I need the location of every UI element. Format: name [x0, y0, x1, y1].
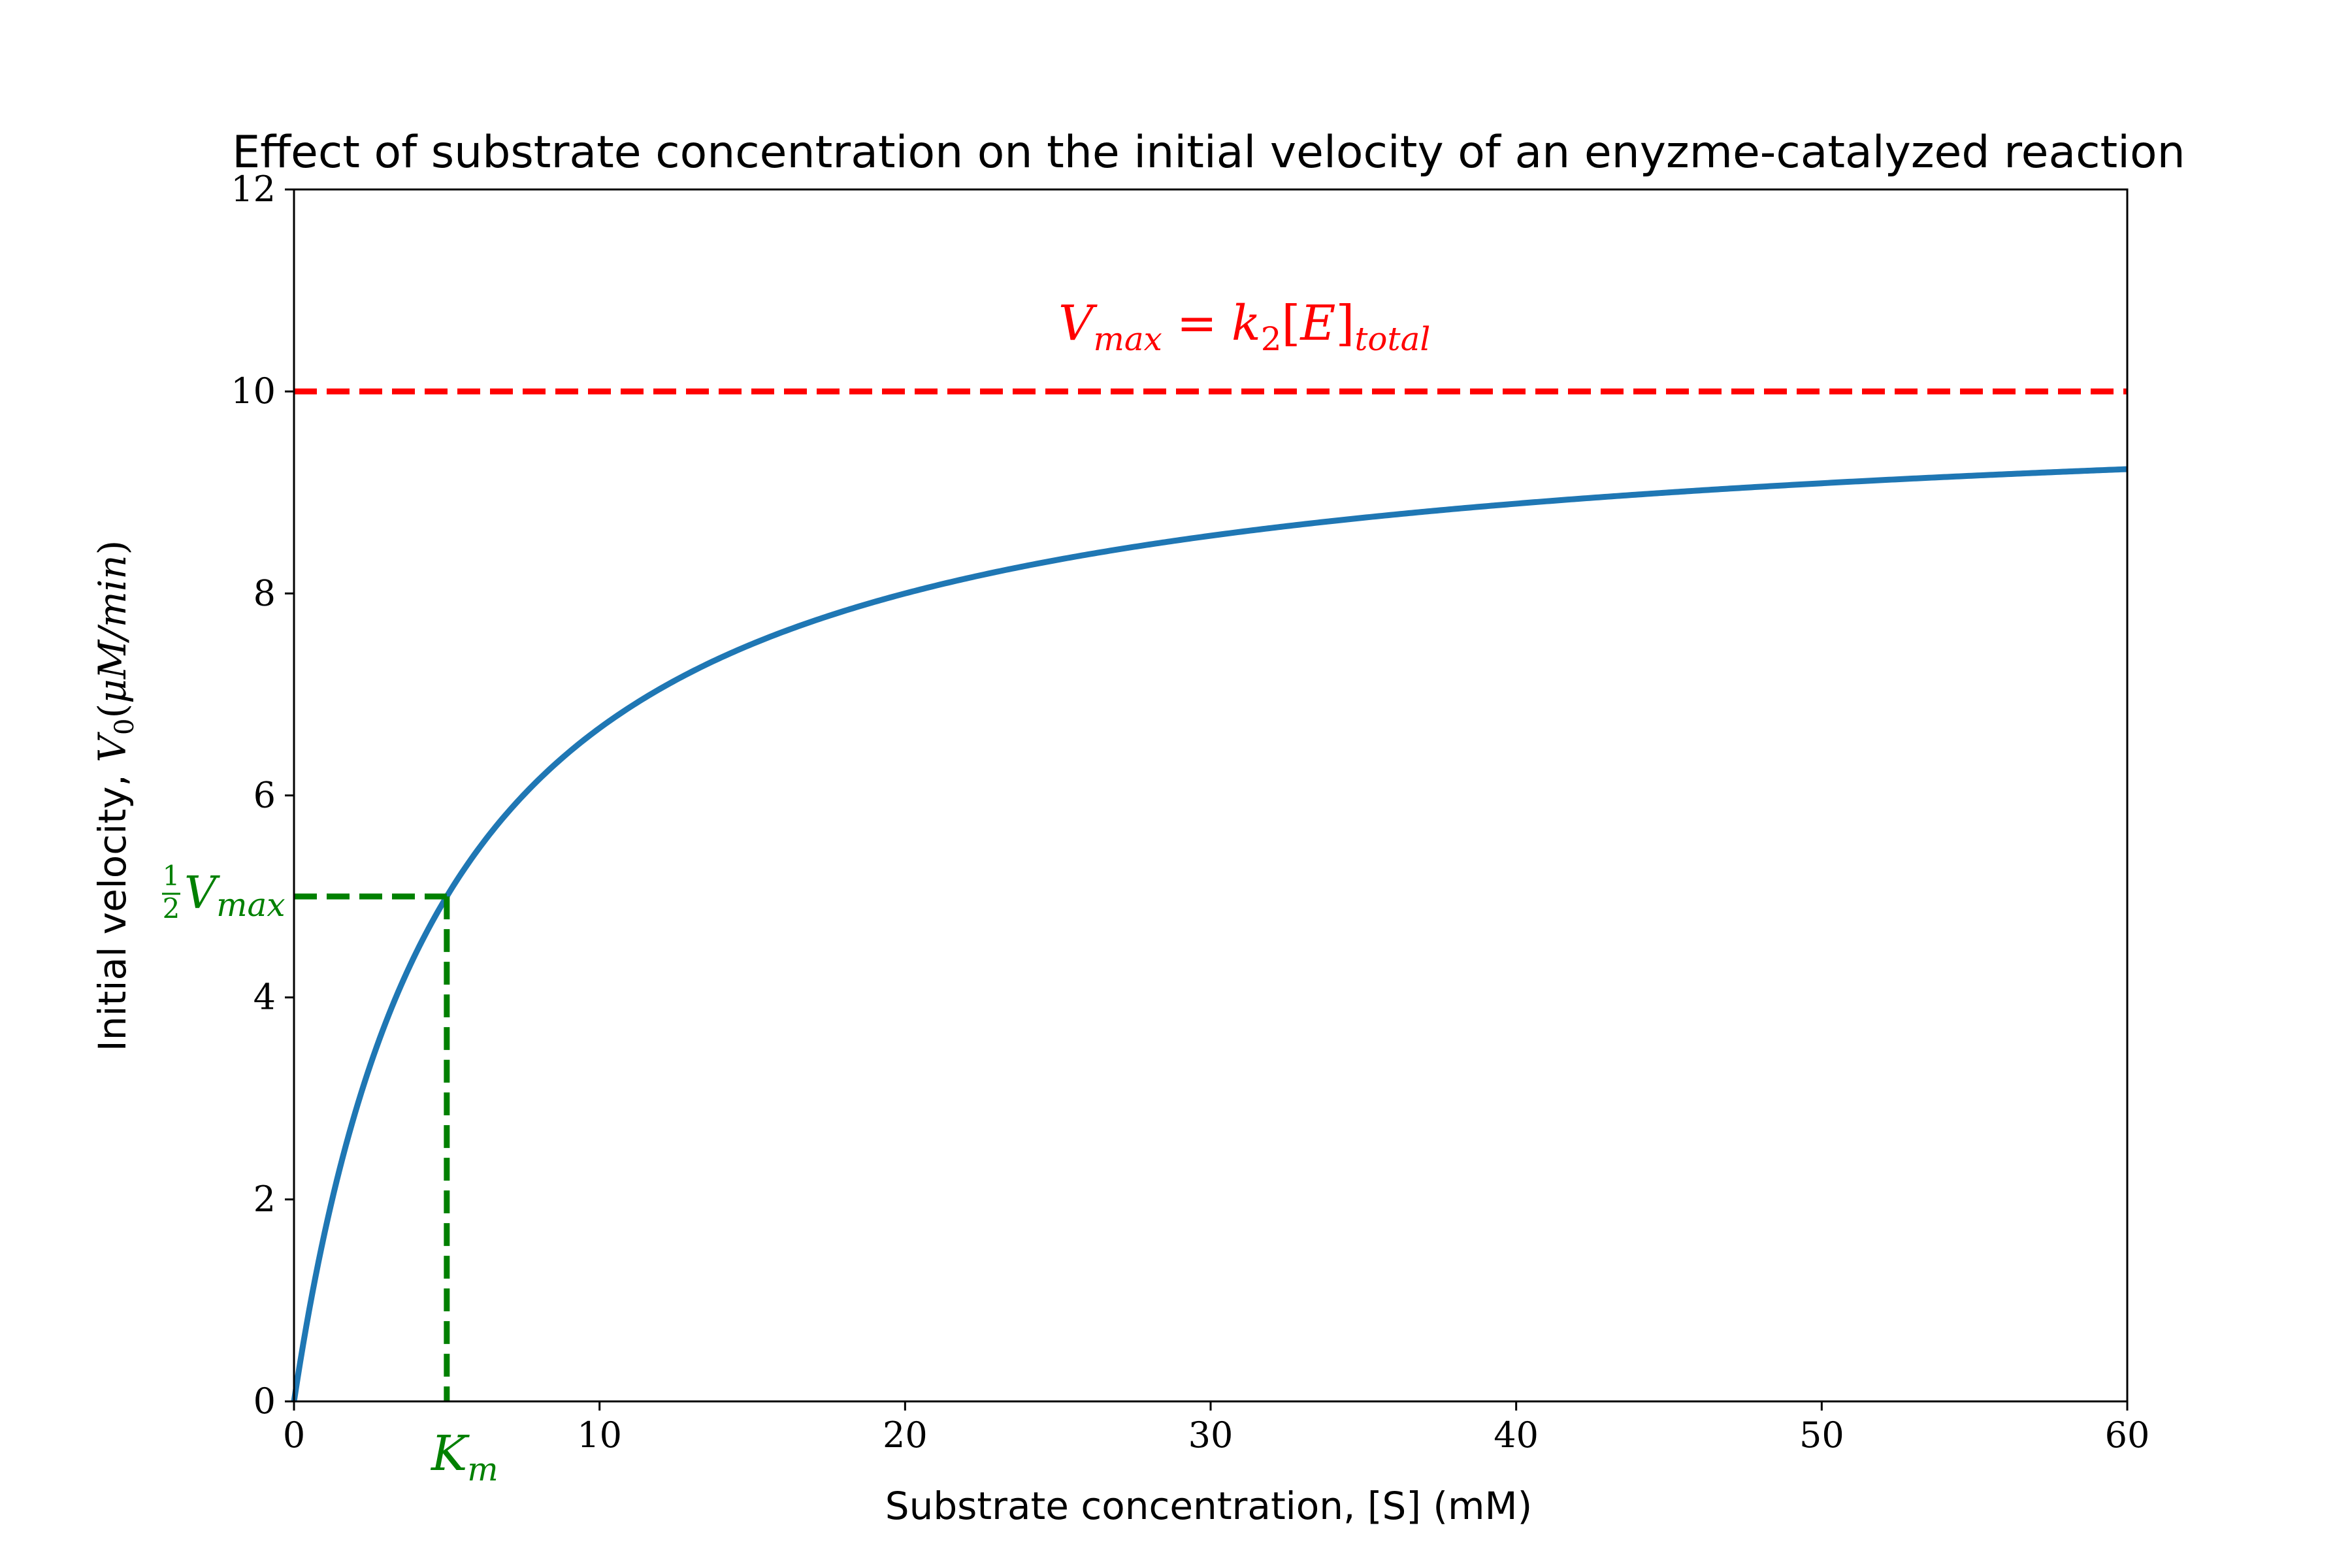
x-tick-label: 0 [283, 1414, 305, 1456]
y-axis-label-open-paren: ( [90, 704, 135, 719]
chart-title: Effect of substrate concentration on the… [232, 127, 2185, 178]
y-axis-label-v-sub: 0 [110, 718, 140, 734]
vmax-annotation-e-sub: total [1354, 320, 1430, 358]
y-axis-label: Initial velocity, V0(μM/min) [90, 540, 140, 1052]
half-vmax-sub: max [216, 886, 285, 924]
x-axis-label: Substrate concentration, [S] (mM) [885, 1484, 1532, 1528]
vmax-annotation-open-bracket: [ [1282, 295, 1301, 351]
y-axis-label-close-paren: ) [90, 540, 135, 555]
km-annotation: Km [430, 1426, 498, 1488]
vmax-annotation-close-bracket: ] [1335, 295, 1354, 351]
half-vmax-label: Vmax [184, 868, 286, 924]
y-tick-label: 8 [253, 572, 276, 613]
vmax-annotation-k: k [1232, 295, 1261, 351]
y-tick-label: 2 [253, 1179, 276, 1220]
y-tick-label: 6 [253, 775, 276, 816]
x-tick-label: 60 [2105, 1414, 2150, 1456]
y-tick-label: 12 [231, 169, 276, 210]
km-sub: m [467, 1450, 498, 1488]
y-tick-label: 10 [231, 370, 276, 412]
x-tick-label: 10 [577, 1414, 622, 1456]
y-tick-label: 0 [253, 1380, 276, 1422]
y-axis-label-prefix: Initial velocity, [90, 762, 135, 1051]
axes-frame [293, 188, 2129, 1403]
x-tick-label: 50 [1799, 1414, 1844, 1456]
y-axis-label-unit: μM/min [90, 555, 135, 704]
km-k: K [430, 1426, 470, 1482]
y-tick-label: 4 [253, 977, 276, 1018]
y-axis-label-v: V [90, 732, 135, 762]
axis-ticks: 0 10 20 30 40 50 60 0 2 4 6 8 10 12 [231, 169, 2149, 1456]
vmax-annotation-sub: max [1093, 320, 1162, 358]
vmax-annotation: Vmax = k2[E]total [1058, 295, 1430, 358]
x-tick-label: 40 [1494, 1414, 1539, 1456]
half-vmax-fraction-denominator: 2 [163, 892, 180, 924]
velocity-curve [291, 466, 2128, 1402]
half-vmax-v: V [184, 868, 220, 919]
half-vmax-annotation: 1 2 Vmax [162, 860, 286, 924]
half-vmax-fraction-numerator: 1 [163, 860, 180, 892]
vmax-annotation-k-sub: 2 [1261, 320, 1282, 358]
x-tick-label: 30 [1188, 1414, 1233, 1456]
vmax-annotation-v: V [1058, 295, 1098, 351]
vmax-annotation-e: E [1299, 295, 1335, 351]
plot-area [291, 388, 2128, 1402]
vmax-annotation-eq: = [1177, 295, 1217, 351]
x-tick-label: 20 [883, 1414, 928, 1456]
